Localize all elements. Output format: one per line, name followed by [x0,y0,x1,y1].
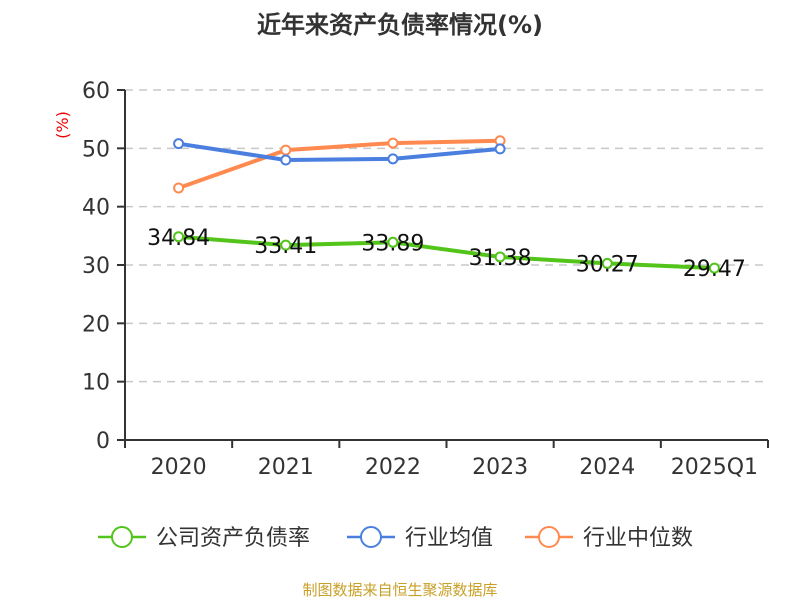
legend-label: 行业均值 [405,526,493,551]
data-point [280,239,292,251]
x-tick-label: 2020 [151,455,207,480]
legend-marker [538,526,560,548]
data-point [708,262,720,274]
data-label: 34.84 [147,226,210,251]
x-tick-label: 2023 [472,455,528,480]
source-note: 制图数据来自恒生聚源数据库 [302,581,497,599]
series-line-0 [178,234,715,271]
y-tick-label: 0 [96,429,110,454]
series-line-2 [177,138,501,190]
data-point [387,137,399,149]
data-label: 29.47 [683,257,746,282]
series-line-1 [178,141,501,162]
chart-title: 近年来资产负债率情况(%) [257,11,543,39]
data-point [280,154,292,166]
legend-marker [360,526,382,548]
legend-item: 行业均值 [347,526,493,551]
legend-item: 行业中位数 [525,526,693,551]
legend-item: 公司资产负债率 [98,526,310,551]
data-point [601,257,613,269]
data-point [173,231,185,243]
x-tick-label: 2024 [579,455,635,480]
data-label: 33.89 [361,231,424,256]
y-tick-label: 20 [82,312,110,337]
data-point [173,182,185,194]
y-tick-label: 40 [82,196,110,221]
data-label: 31.38 [469,246,532,271]
data-point [387,153,399,165]
data-point [494,143,506,155]
data-point [387,236,399,248]
data-label: 30.27 [576,252,639,277]
y-tick-label: 10 [82,371,110,396]
data-label: 33.41 [254,234,317,259]
data-point [494,251,506,263]
data-point [173,138,185,150]
legend-marker [111,526,133,548]
data-point [280,144,292,156]
x-tick-label: 2025Q1 [671,455,758,480]
y-tick-label: 30 [82,254,110,279]
legend-label: 行业中位数 [583,526,693,551]
x-tick-label: 2021 [258,455,314,480]
y-tick-label: 50 [82,137,110,162]
y-axis-label: (%) [53,111,72,139]
x-tick-label: 2022 [365,455,421,480]
y-tick-label: 60 [82,79,110,104]
legend-label: 公司资产负债率 [156,526,310,551]
